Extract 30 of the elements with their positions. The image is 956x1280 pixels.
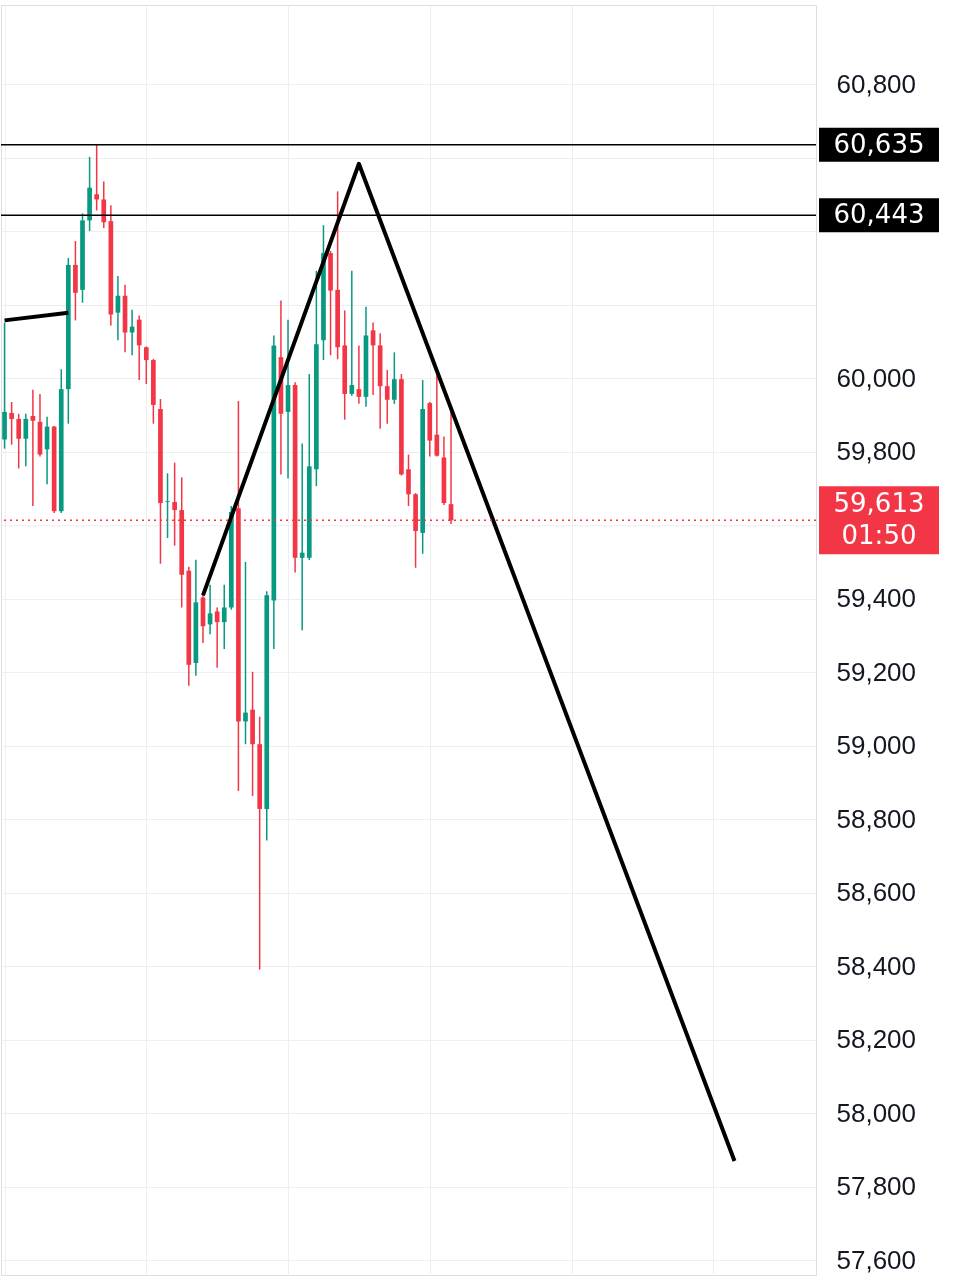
y-tick-label: 58,200 — [836, 1024, 917, 1055]
candlestick — [299, 442, 305, 632]
candlestick — [9, 401, 14, 446]
y-tick-label: 59,800 — [836, 436, 917, 467]
y-tick-label: 59,400 — [836, 583, 917, 614]
y-tick-label: 59,200 — [836, 656, 917, 687]
y-tick-label: 60,000 — [836, 362, 917, 393]
candlestick — [23, 413, 29, 468]
y-tick-label: 58,800 — [836, 803, 917, 834]
candlestick — [391, 351, 397, 405]
candlestick — [16, 413, 22, 470]
y-tick-label: 58,400 — [836, 950, 917, 981]
y-tick-label: 60,800 — [836, 68, 917, 99]
y-tick-label: 58,000 — [836, 1097, 917, 1128]
candlestick — [101, 180, 107, 229]
ref-line-label: 60,635 — [833, 128, 925, 159]
candlestick — [165, 472, 170, 539]
candlestick — [143, 345, 149, 385]
y-tick-label: 58,600 — [836, 877, 917, 908]
y-tick-label: 59,000 — [836, 730, 917, 761]
candlestick — [30, 389, 36, 507]
candlestick — [243, 561, 248, 745]
candlestick — [349, 270, 355, 397]
y-tick-label: 57,800 — [836, 1171, 917, 1202]
ref-line-label: 60,443 — [833, 199, 925, 230]
ref-line-label: 59,613 01:50 — [833, 488, 925, 551]
candlestick — [384, 369, 390, 425]
candlestick — [94, 143, 100, 212]
candlestick — [221, 583, 227, 650]
y-tick-label: 57,600 — [836, 1244, 917, 1275]
